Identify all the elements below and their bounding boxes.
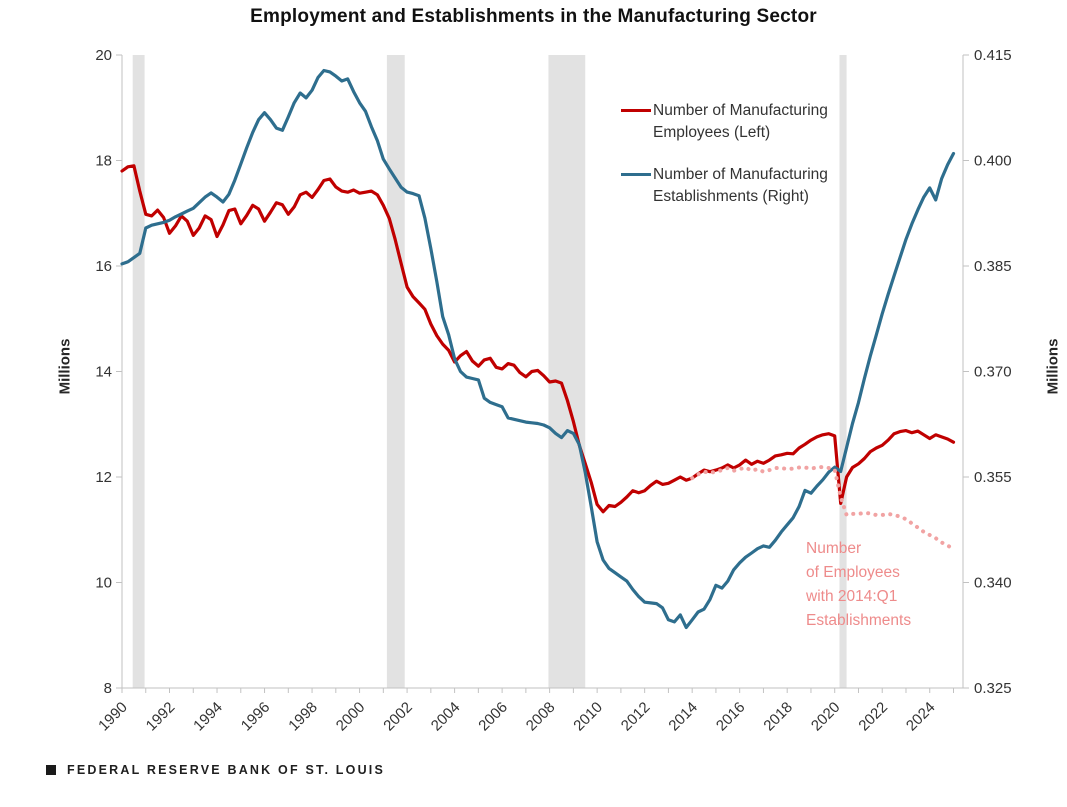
page-title: Employment and Establishments in the Man…	[250, 6, 817, 27]
counterfactual-dotted-line	[690, 465, 956, 551]
right-axis-title: Millions	[1044, 338, 1062, 395]
employees-line	[120, 164, 956, 514]
recession-band	[386, 55, 405, 688]
recession-band	[132, 55, 145, 688]
y-left-tick-label: 18	[95, 153, 112, 170]
x-tick-label: 2000	[333, 699, 369, 735]
x-tick-label: 2002	[380, 699, 416, 735]
x-tick-label: 1992	[143, 699, 179, 735]
source-text: FEDERAL RESERVE BANK OF ST. LOUIS	[67, 763, 386, 777]
y-left-tick-label: 8	[104, 680, 112, 697]
x-tick-label: 2018	[760, 699, 796, 735]
x-tick-label: 2020	[808, 699, 844, 735]
x-tick-label: 2022	[855, 699, 891, 735]
x-tick-label: 1990	[95, 699, 131, 735]
recession-band	[548, 55, 586, 688]
source-attribution: FEDERAL RESERVE BANK OF ST. LOUIS	[46, 763, 385, 777]
x-tick-label: 2024	[903, 699, 939, 735]
legend-item-employees: Number of Manufacturing Employees (Left)	[621, 100, 828, 144]
y-right-tick-label: 0.385	[974, 258, 1012, 275]
x-tick-label: 2008	[523, 699, 559, 735]
x-tick-label: 2014	[665, 699, 701, 735]
employees-line-swatch-icon	[621, 109, 651, 112]
legend: Number of Manufacturing Employees (Left) …	[621, 100, 828, 228]
y-right-tick-label: 0.370	[974, 364, 1012, 381]
y-left-tick-label: 14	[95, 364, 112, 381]
counterfactual-annotation: Number of Employees with 2014:Q1 Establi…	[806, 540, 912, 629]
legend-item-establishments: Number of Manufacturing Establishments (R…	[621, 164, 828, 208]
y-right-tick-label: 0.325	[974, 680, 1012, 697]
y-right-tick-label: 0.415	[974, 47, 1012, 64]
y-right-tick-label: 0.400	[974, 153, 1012, 170]
y-left-tick-label: 12	[95, 469, 112, 486]
recession-band	[839, 55, 847, 688]
x-tick-label: 2006	[475, 699, 511, 735]
y-left-tick-label: 20	[95, 47, 112, 64]
x-tick-label: 2004	[428, 699, 464, 735]
x-tick-label: 1996	[238, 699, 274, 735]
establishments-line-swatch-icon	[621, 173, 651, 176]
y-left-tick-label: 16	[95, 258, 112, 275]
y-right-tick-label: 0.355	[974, 469, 1012, 486]
legend-label-establishments: Number of Manufacturing Establishments (R…	[653, 166, 828, 205]
x-tick-label: 2010	[570, 699, 606, 735]
establishments-line	[120, 68, 956, 630]
x-tick-label: 1998	[285, 699, 321, 735]
x-tick-label: 1994	[190, 699, 226, 735]
x-tick-label: 2016	[713, 699, 749, 735]
y-right-tick-label: 0.340	[974, 575, 1012, 592]
legend-label-employees: Number of Manufacturing Employees (Left)	[653, 102, 828, 141]
square-bullet-icon	[46, 765, 56, 775]
left-axis-title: Millions	[56, 338, 74, 395]
y-left-tick-label: 10	[95, 575, 112, 592]
x-tick-label: 2012	[618, 699, 654, 735]
manufacturing-line-chart: 20181614121080.4150.4000.3850.3700.3550.…	[95, 47, 1012, 735]
